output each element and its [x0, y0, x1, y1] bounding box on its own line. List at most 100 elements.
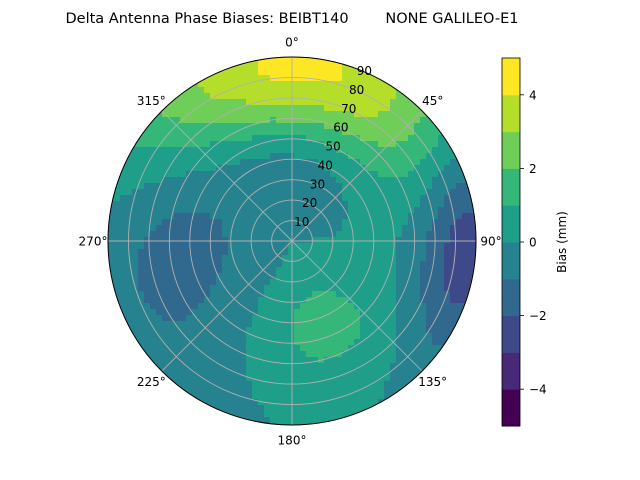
contour-cell [234, 231, 241, 238]
contour-cell [282, 393, 289, 400]
contour-cell [342, 75, 349, 82]
contour-cell [390, 141, 397, 148]
contour-cell [150, 177, 157, 184]
contour-cell [288, 135, 295, 142]
contour-cell [276, 93, 283, 100]
contour-cell [138, 261, 145, 268]
contour-cell [468, 255, 475, 262]
contour-cell [126, 207, 133, 214]
contour-cell [354, 147, 361, 154]
contour-cell [132, 183, 139, 190]
contour-cell [378, 117, 385, 124]
contour-cell [372, 87, 379, 94]
contour-cell [312, 147, 319, 154]
contour-cell [294, 279, 301, 286]
contour-cell [240, 213, 247, 220]
contour-cell [264, 231, 271, 238]
contour-cell [414, 243, 421, 250]
contour-cell [354, 363, 361, 370]
contour-cell [312, 165, 319, 172]
contour-cell [258, 153, 265, 160]
contour-cell [150, 309, 157, 316]
contour-cell [384, 351, 391, 358]
contour-cell [252, 417, 259, 424]
contour-cell [120, 207, 127, 214]
contour-cell [192, 345, 199, 352]
contour-cell [348, 147, 355, 154]
contour-cell [348, 411, 355, 418]
contour-cell [444, 219, 451, 226]
contour-cell [228, 201, 235, 208]
contour-cell [234, 171, 241, 178]
contour-cell [342, 393, 349, 400]
contour-cell [198, 207, 205, 214]
contour-cell [432, 315, 439, 322]
contour-cell [216, 357, 223, 364]
contour-cell [120, 321, 127, 328]
contour-cell [120, 189, 127, 196]
contour-cell [246, 249, 253, 256]
contour-cell [354, 219, 361, 226]
contour-cell [246, 75, 253, 82]
contour-cell [108, 291, 115, 298]
contour-cell [360, 321, 367, 328]
contour-cell [204, 315, 211, 322]
contour-cell [420, 159, 427, 166]
contour-cell [432, 183, 439, 190]
contour-cell [348, 111, 355, 118]
contour-cell [414, 195, 421, 202]
contour-cell [348, 201, 355, 208]
contour-cell [324, 285, 331, 292]
contour-cell [330, 99, 337, 106]
contour-cell [378, 285, 385, 292]
contour-cell [246, 117, 253, 124]
contour-cell [396, 375, 403, 382]
contour-cell [270, 237, 277, 244]
contour-cell [132, 273, 139, 280]
contour-cell [414, 249, 421, 256]
contour-cell [390, 333, 397, 340]
contour-cell [210, 207, 217, 214]
contour-cell [420, 363, 427, 370]
contour-cell [198, 141, 205, 148]
contour-cell [192, 87, 199, 94]
contour-cell [216, 327, 223, 334]
contour-cell [318, 255, 325, 262]
contour-cell [204, 69, 211, 76]
contour-cell [270, 363, 277, 370]
contour-cell [366, 411, 373, 418]
contour-cell [186, 213, 193, 220]
contour-cell [372, 267, 379, 274]
contour-cell [468, 201, 475, 208]
contour-cell [198, 387, 205, 394]
contour-cell [294, 339, 301, 346]
contour-cell [126, 279, 133, 286]
contour-cell [132, 159, 139, 166]
contour-cell [264, 147, 271, 154]
contour-cell [186, 195, 193, 202]
contour-cell [306, 213, 313, 220]
contour-cell [114, 267, 121, 274]
contour-cell [324, 363, 331, 370]
contour-cell [378, 93, 385, 100]
contour-cell [330, 285, 337, 292]
contour-cell [210, 285, 217, 292]
contour-cell [378, 387, 385, 394]
contour-cell [180, 93, 187, 100]
contour-cell [234, 237, 241, 244]
contour-cell [276, 117, 283, 124]
contour-cell [270, 63, 277, 70]
contour-cell [306, 93, 313, 100]
contour-cell [354, 255, 361, 262]
contour-cell [222, 237, 229, 244]
contour-cell [318, 99, 325, 106]
contour-cell [414, 237, 421, 244]
contour-cell [300, 231, 307, 238]
contour-cell [408, 231, 415, 238]
contour-cell [222, 291, 229, 298]
contour-cell [144, 135, 151, 142]
contour-cell [318, 81, 325, 88]
contour-cell [360, 399, 367, 406]
contour-cell [192, 237, 199, 244]
contour-cell [258, 405, 265, 412]
